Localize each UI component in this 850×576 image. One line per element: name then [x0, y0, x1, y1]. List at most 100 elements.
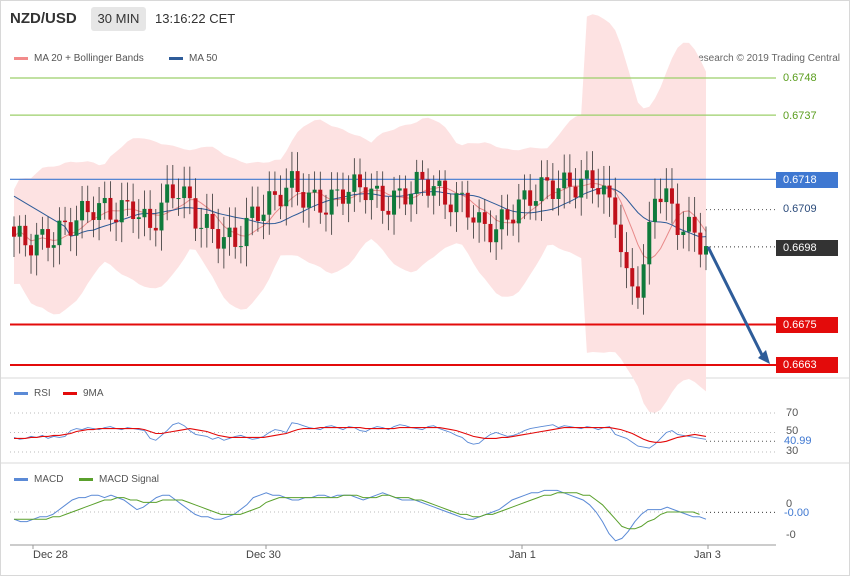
candle-body-44	[261, 214, 266, 221]
candle-body-80	[465, 192, 470, 218]
ma50-swatch	[169, 56, 183, 60]
candle-body-59	[346, 191, 351, 204]
candle-body-62	[363, 187, 368, 201]
legend-macd-signal: MACD Signal	[79, 474, 159, 485]
macd-legend-label: MACD	[34, 474, 64, 485]
candle-body-63	[369, 188, 374, 201]
candle-body-73	[426, 179, 431, 196]
candle-body-8	[57, 220, 62, 246]
rsi-ma-legend-label: 9MA	[83, 388, 104, 399]
candle-body-119	[686, 216, 691, 232]
candle-body-67	[392, 190, 397, 215]
rsi-series-1	[14, 427, 707, 443]
legend-bollinger: MA 20 + Bollinger Bands	[14, 53, 144, 64]
candle-body-31	[187, 186, 192, 199]
candle-body-51	[301, 192, 306, 208]
timestamp: 13:16:22 CET	[155, 11, 236, 26]
symbol-title: NZD/USD	[10, 10, 77, 27]
candle-body-117	[675, 203, 680, 235]
copyright-text: Research © 2019 Trading Central	[690, 53, 840, 64]
candle-body-68	[397, 188, 402, 191]
candle-body-112	[647, 221, 652, 265]
candle-body-96	[556, 188, 561, 199]
candle-body-55	[323, 212, 328, 215]
macd-series-1	[14, 492, 700, 530]
candle-body-45	[267, 191, 272, 215]
candle-body-52	[306, 192, 311, 208]
timeframe-button[interactable]: 30 MIN	[91, 7, 146, 31]
candle-body-110	[635, 286, 640, 298]
candle-body-99	[573, 186, 578, 198]
candle-body-93	[539, 177, 544, 202]
level-tag-1: 0.6737	[783, 110, 817, 122]
candle-body-32	[193, 198, 198, 229]
candle-body-5	[40, 229, 45, 235]
candle-body-77	[448, 204, 453, 213]
candle-body-83	[482, 212, 487, 224]
x-label-2: Jan 1	[509, 549, 536, 561]
candle-body-65	[380, 185, 385, 211]
candle-body-39	[233, 227, 238, 247]
candle-body-81	[471, 217, 476, 223]
candle-body-12	[80, 200, 85, 221]
rsi-swatch	[14, 391, 28, 395]
chart-header: NZD/USD 30 MIN 13:16:22 CET	[0, 0, 850, 38]
candle-body-13	[85, 200, 90, 213]
candle-body-14	[91, 212, 96, 220]
candle-body-122	[704, 246, 708, 255]
candle-body-25	[153, 227, 158, 231]
rsi-ma-swatch	[63, 391, 77, 395]
candle-body-7	[51, 245, 56, 248]
bollinger-swatch	[14, 56, 28, 60]
level-tag-6: 0.6663	[776, 357, 838, 373]
candle-body-47	[278, 194, 283, 207]
candle-body-26	[159, 202, 164, 231]
candle-body-72	[420, 171, 425, 180]
candle-body-21	[131, 201, 136, 220]
candle-body-54	[318, 189, 323, 213]
candle-body-86	[499, 209, 504, 230]
candle-body-23	[142, 208, 147, 218]
candle-body-84	[488, 223, 493, 243]
candle-body-15	[97, 203, 102, 220]
candle-body-95	[550, 180, 555, 199]
level-tag-3: 0.6709	[783, 203, 817, 215]
candle-body-111	[641, 264, 646, 298]
candle-body-70	[409, 193, 414, 205]
x-label-0: Dec 28	[33, 549, 68, 561]
candle-body-4	[34, 234, 39, 256]
legend-macd: MACD	[14, 474, 63, 485]
candle-body-100	[579, 178, 584, 198]
rsi-tick-50: 50	[786, 425, 799, 437]
candle-body-46	[272, 191, 277, 195]
candle-body-106	[613, 197, 618, 225]
candle-body-28	[170, 184, 175, 199]
candle-body-49	[289, 171, 294, 188]
candle-body-92	[533, 201, 538, 206]
candle-body-101	[584, 170, 589, 179]
candle-body-36	[216, 229, 221, 249]
candle-body-50	[295, 171, 300, 193]
candle-body-9	[63, 220, 68, 223]
rsi-legend-label: RSI	[34, 388, 51, 399]
candle-body-105	[607, 185, 612, 198]
candle-body-121	[698, 232, 703, 255]
candle-body-89	[516, 199, 521, 224]
level-tag-4: 0.6698	[776, 240, 838, 256]
level-tag-0: 0.6748	[783, 72, 817, 84]
candle-body-1	[17, 225, 22, 237]
candle-body-108	[624, 252, 629, 269]
macd-signal-legend-label: MACD Signal	[99, 474, 160, 485]
legend-rsi: RSI	[14, 388, 51, 399]
candle-body-109	[630, 268, 635, 287]
candle-body-66	[386, 210, 391, 215]
candle-body-85	[494, 229, 499, 243]
candle-body-48	[284, 187, 289, 207]
candle-body-22	[136, 217, 141, 220]
candle-body-71	[414, 171, 419, 194]
bollinger-legend-label: MA 20 + Bollinger Bands	[34, 53, 144, 64]
candle-body-103	[596, 188, 601, 195]
rsi-last-value: 40.99	[784, 435, 812, 447]
candle-body-75	[437, 180, 442, 187]
